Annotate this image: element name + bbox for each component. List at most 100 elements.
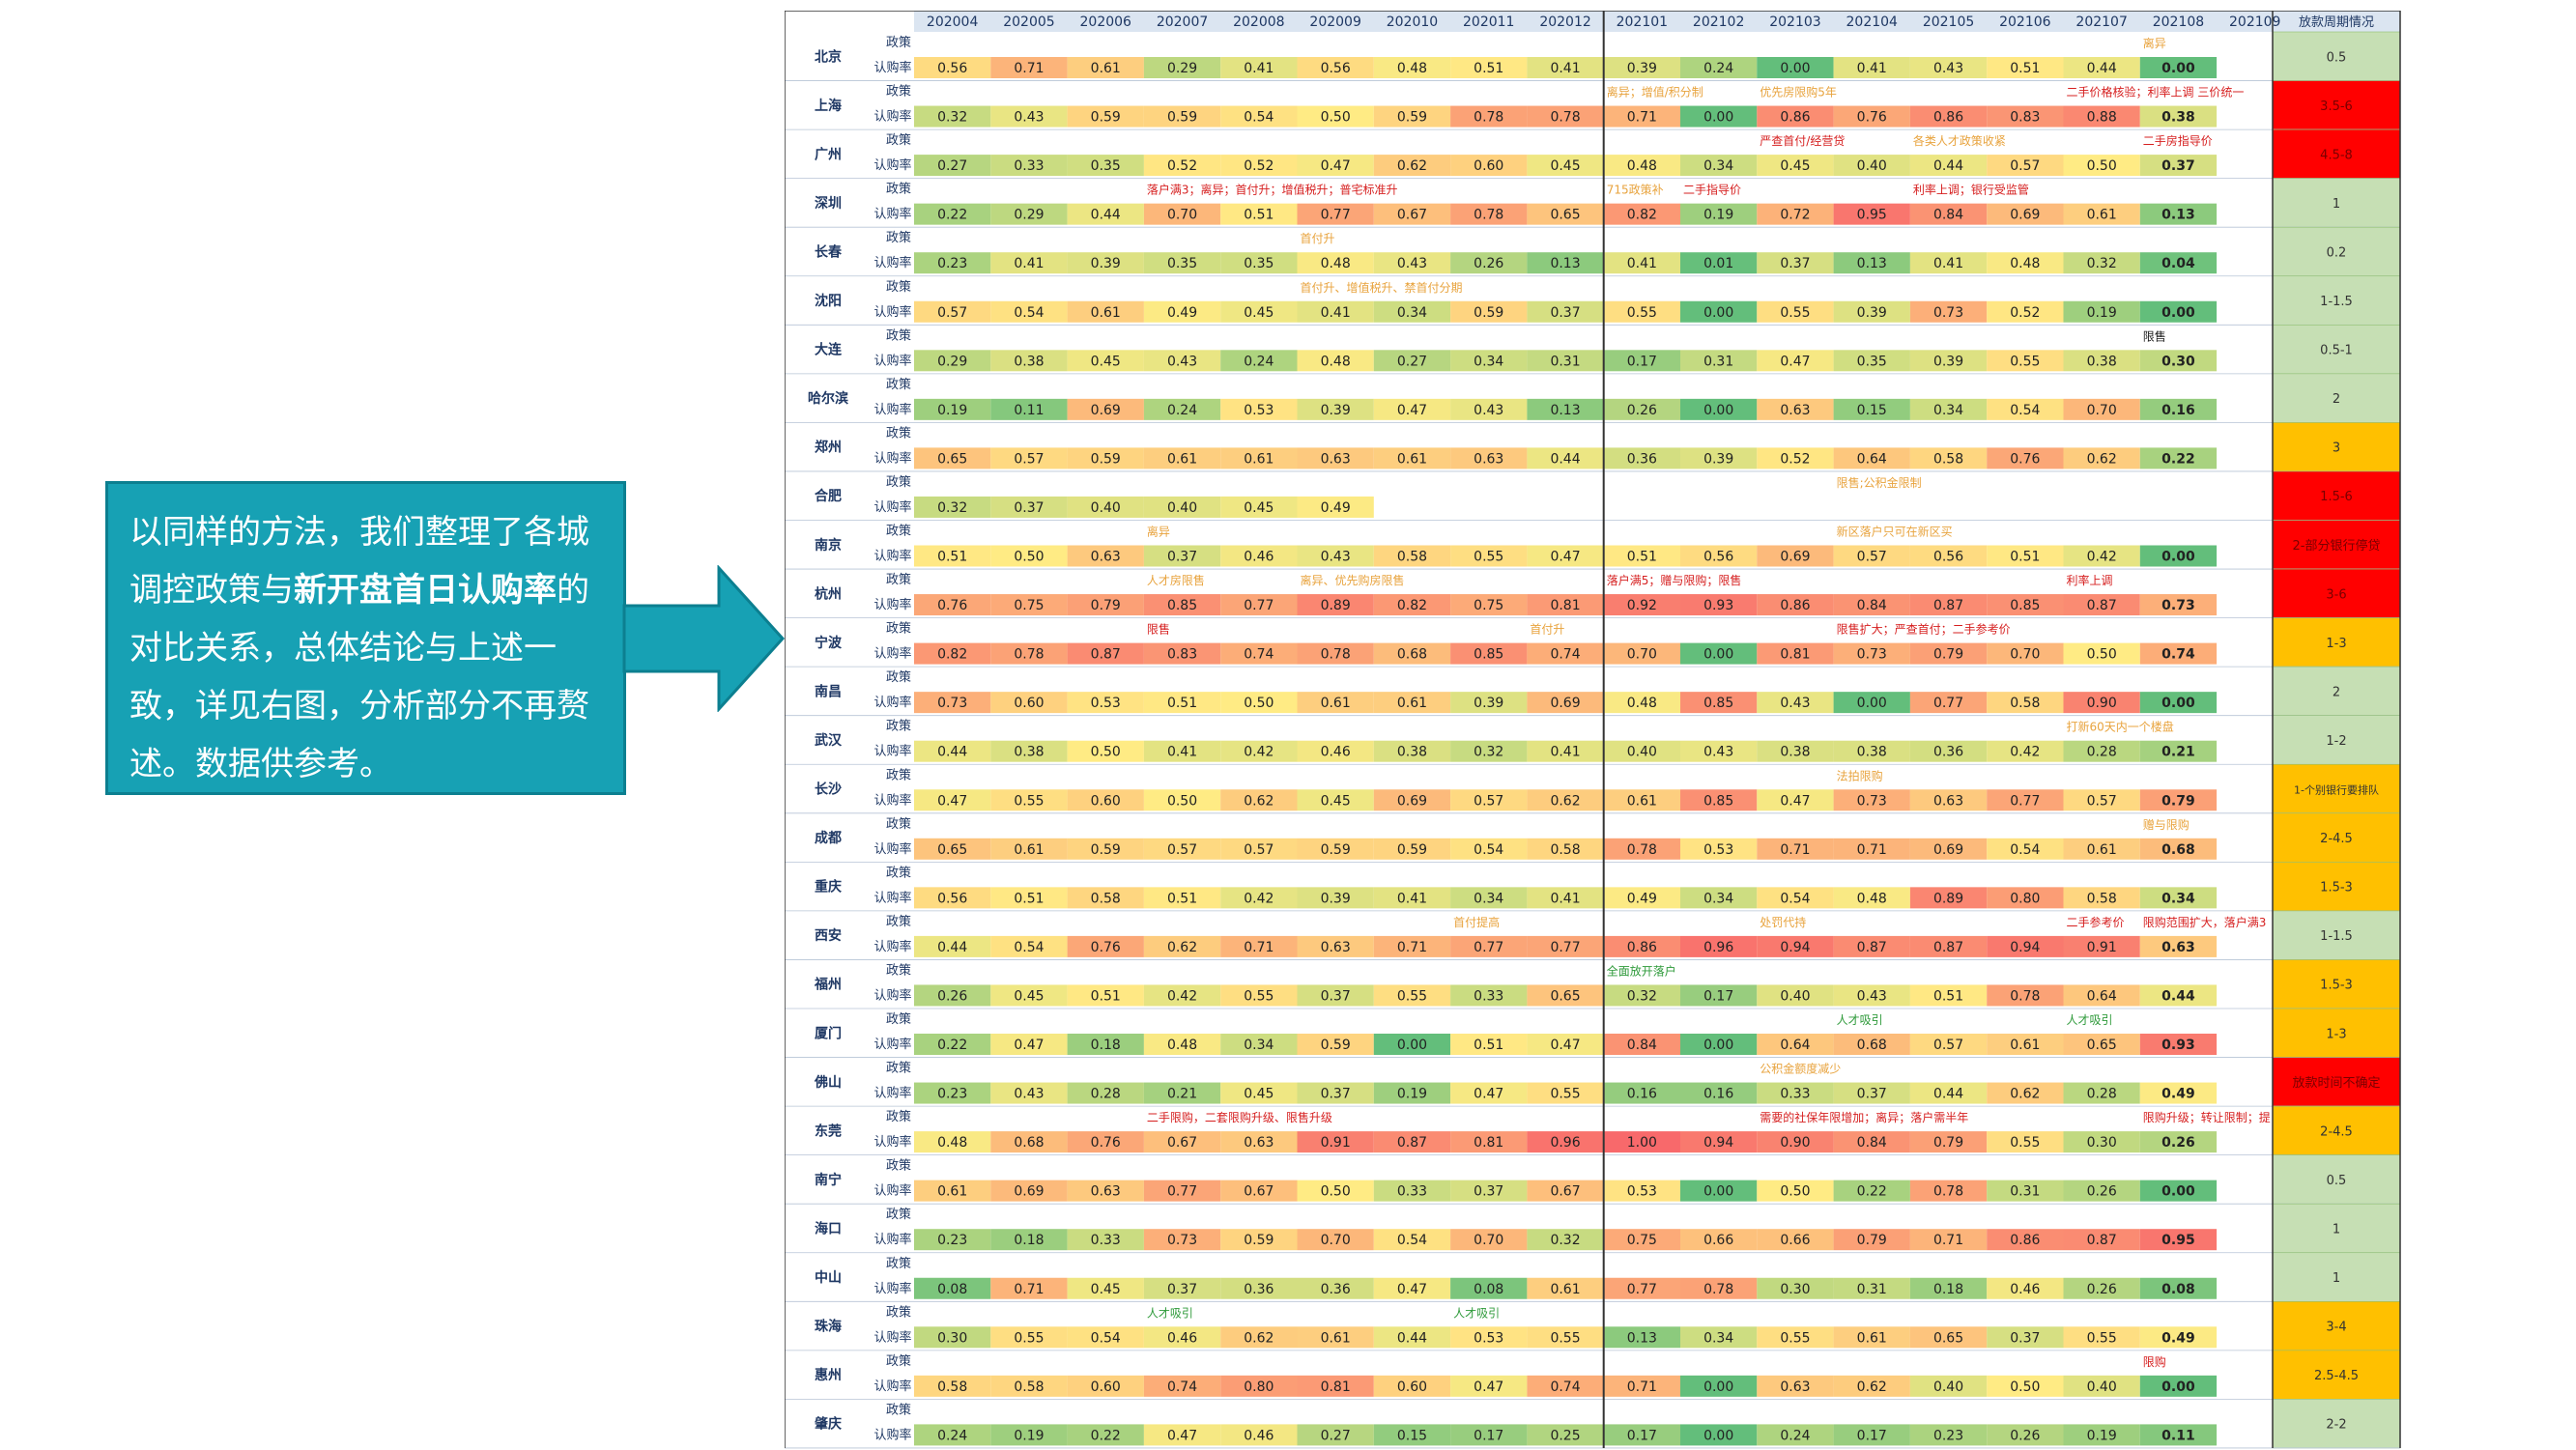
policy-row-label: 政策 bbox=[886, 669, 911, 685]
policy-text: 715政策补 bbox=[1607, 184, 1664, 197]
rate-cell bbox=[1067, 789, 1144, 811]
rate-cell bbox=[1527, 1326, 1604, 1349]
rate-value: 0.65 bbox=[2087, 1038, 2117, 1053]
rate-value: 0.76 bbox=[937, 598, 967, 613]
rate-value: 0.38 bbox=[1397, 745, 1427, 760]
rate-value: 0.33 bbox=[1397, 1184, 1427, 1200]
rate-value: 0.51 bbox=[1627, 550, 1657, 565]
rate-cell bbox=[1067, 300, 1144, 323]
rate-value: 0.90 bbox=[1780, 1135, 1810, 1151]
policy-text: 限购范围扩大，落户满3 bbox=[2143, 915, 2267, 929]
rate-cell bbox=[1833, 300, 1910, 323]
rate-cell bbox=[1680, 740, 1758, 762]
rate-value: 0.85 bbox=[2010, 598, 2040, 613]
rate-value: 0.58 bbox=[1550, 842, 1580, 858]
rate-cell bbox=[1833, 155, 1910, 177]
rate-value: 0.64 bbox=[1857, 451, 1887, 467]
rate-value: 0.63 bbox=[1321, 940, 1351, 955]
cycle-cell bbox=[2272, 275, 2401, 326]
rate-value: 0.40 bbox=[1780, 988, 1810, 1004]
rate-value: 0.41 bbox=[1167, 745, 1197, 760]
rate-value: 0.69 bbox=[2010, 208, 2040, 223]
rate-cell bbox=[1143, 1082, 1221, 1104]
rate-value: 0.53 bbox=[1703, 842, 1733, 858]
policy-text: 各类人才政策收紧 bbox=[1913, 133, 2006, 148]
city-label: 北京 bbox=[815, 48, 842, 65]
rate-cell bbox=[914, 203, 991, 225]
rate-cell bbox=[1987, 398, 2064, 420]
rate-value: 0.61 bbox=[1857, 1330, 1887, 1346]
policy-row-label: 政策 bbox=[886, 1353, 911, 1369]
policy-row-label: 政策 bbox=[886, 35, 911, 50]
city-label: 长沙 bbox=[815, 782, 842, 798]
rate-value: 0.43 bbox=[1014, 110, 1044, 126]
rate-cell bbox=[1220, 838, 1298, 860]
rate-cell bbox=[1297, 203, 1374, 225]
rate-cell bbox=[1527, 740, 1604, 762]
rate-value: 0.95 bbox=[1857, 208, 1887, 223]
rate-cell bbox=[990, 838, 1068, 860]
rate-value: 0.47 bbox=[1014, 1038, 1044, 1053]
rate-cell bbox=[1067, 692, 1144, 714]
policy-text: 离异 bbox=[1147, 525, 1170, 539]
rate-cell bbox=[914, 1082, 991, 1104]
rate-value: 0.16 bbox=[2161, 403, 2195, 418]
rate-value: 0.78 bbox=[1933, 1184, 1963, 1200]
rate-cell bbox=[1987, 1082, 2064, 1104]
rate-value: 0.58 bbox=[1091, 891, 1121, 906]
rate-cell bbox=[1297, 350, 1374, 372]
rate-cell bbox=[1220, 887, 1298, 909]
rate-value: 0.23 bbox=[937, 256, 967, 271]
rate-cell bbox=[990, 496, 1068, 518]
rate-value: 0.32 bbox=[1627, 988, 1657, 1004]
rate-cell bbox=[990, 105, 1068, 128]
rate-row-label: 认购率 bbox=[873, 549, 911, 564]
rate-cell bbox=[1603, 447, 1680, 469]
rate-value: 0.86 bbox=[1780, 110, 1810, 126]
rate-cell bbox=[1297, 1034, 1374, 1055]
city-label: 广州 bbox=[815, 146, 842, 162]
rate-cell bbox=[1450, 1229, 1528, 1251]
rate-value: 0.65 bbox=[937, 451, 967, 467]
rate-value: 0.18 bbox=[1014, 1233, 1044, 1248]
rate-cell bbox=[914, 984, 991, 1007]
rate-row-label: 认购率 bbox=[873, 1086, 911, 1101]
city-label: 惠州 bbox=[815, 1367, 842, 1383]
cycle-cell bbox=[2272, 226, 2401, 277]
rate-cell bbox=[1603, 1034, 1680, 1055]
cycle-text: 0.5 bbox=[2327, 50, 2347, 65]
rate-cell bbox=[1987, 155, 2064, 177]
rate-value: 0.55 bbox=[2010, 1135, 2040, 1151]
rate-cell bbox=[1067, 1082, 1144, 1104]
rate-cell bbox=[1373, 984, 1451, 1007]
rate-cell bbox=[1757, 1034, 1834, 1055]
rate-cell bbox=[2063, 203, 2140, 225]
rate-cell bbox=[1909, 642, 1988, 665]
rate-cell bbox=[1450, 1180, 1528, 1202]
rate-cell bbox=[1909, 1326, 1988, 1349]
rate-value: 0.00 bbox=[1703, 110, 1733, 126]
rate-cell bbox=[1833, 1131, 1910, 1153]
rate-value: 0.55 bbox=[1014, 1330, 1044, 1346]
rate-value: 0.30 bbox=[937, 1330, 967, 1346]
rate-value: 0.47 bbox=[1550, 550, 1580, 565]
rate-value: 0.70 bbox=[1321, 1233, 1351, 1248]
rate-row-label: 认购率 bbox=[873, 987, 911, 1003]
rate-cell bbox=[1757, 447, 1834, 469]
rate-value: 0.67 bbox=[1167, 1135, 1197, 1151]
rate-cell bbox=[1833, 1229, 1910, 1251]
rate-value: 0.65 bbox=[1933, 1330, 1963, 1346]
rate-value: 0.40 bbox=[1933, 1379, 1963, 1395]
cycle-text: 3-4 bbox=[2326, 1321, 2346, 1335]
rate-cell bbox=[1833, 57, 1910, 78]
rate-cell bbox=[1067, 1131, 1144, 1153]
rate-cell bbox=[2139, 1277, 2218, 1299]
rate-value: 0.45 bbox=[1780, 158, 1810, 174]
rate-cell bbox=[914, 692, 991, 714]
rate-cell bbox=[1373, 447, 1451, 469]
rate-value: 0.00 bbox=[1703, 1184, 1733, 1200]
month-header: 202107 bbox=[2075, 14, 2127, 30]
rate-value: 0.77 bbox=[1167, 1184, 1197, 1200]
rate-cell bbox=[1680, 447, 1758, 469]
rate-cell bbox=[1143, 203, 1221, 225]
